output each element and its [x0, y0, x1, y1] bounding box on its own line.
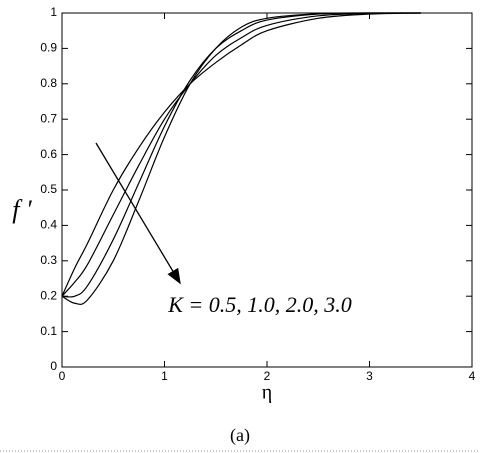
x-tick-label: 4	[469, 369, 476, 383]
x-tick-label: 0	[59, 369, 66, 383]
y-tick-label: 0.9	[40, 41, 57, 55]
x-tick-label: 3	[366, 369, 373, 383]
y-tick-label: 0.8	[40, 76, 57, 90]
x-tick-label: 2	[264, 369, 271, 383]
series-line	[61, 12, 421, 297]
y-tick-label: 0.4	[40, 218, 57, 232]
annotation: K = 0.5, 1.0, 2.0, 3.0	[167, 292, 352, 317]
y-tick-label: 0.6	[40, 147, 57, 161]
y-tick-label: 0.3	[40, 253, 57, 267]
y-tick-label: 0.1	[40, 324, 57, 338]
y-tick-label: 0	[50, 359, 57, 373]
y-tick-label: 0.5	[40, 182, 57, 196]
arrow	[95, 142, 181, 285]
series-line	[61, 12, 421, 305]
caption: (a)	[230, 425, 250, 446]
y-tick-label: 1	[50, 5, 57, 19]
y-tick-label: 0.2	[40, 288, 57, 302]
y-tick-label: 0.7	[40, 111, 57, 125]
series-line	[61, 12, 421, 297]
y-axis-label: f ′	[12, 195, 32, 224]
x-tick-label: 1	[161, 369, 168, 383]
x-axis-label: η	[262, 382, 272, 404]
